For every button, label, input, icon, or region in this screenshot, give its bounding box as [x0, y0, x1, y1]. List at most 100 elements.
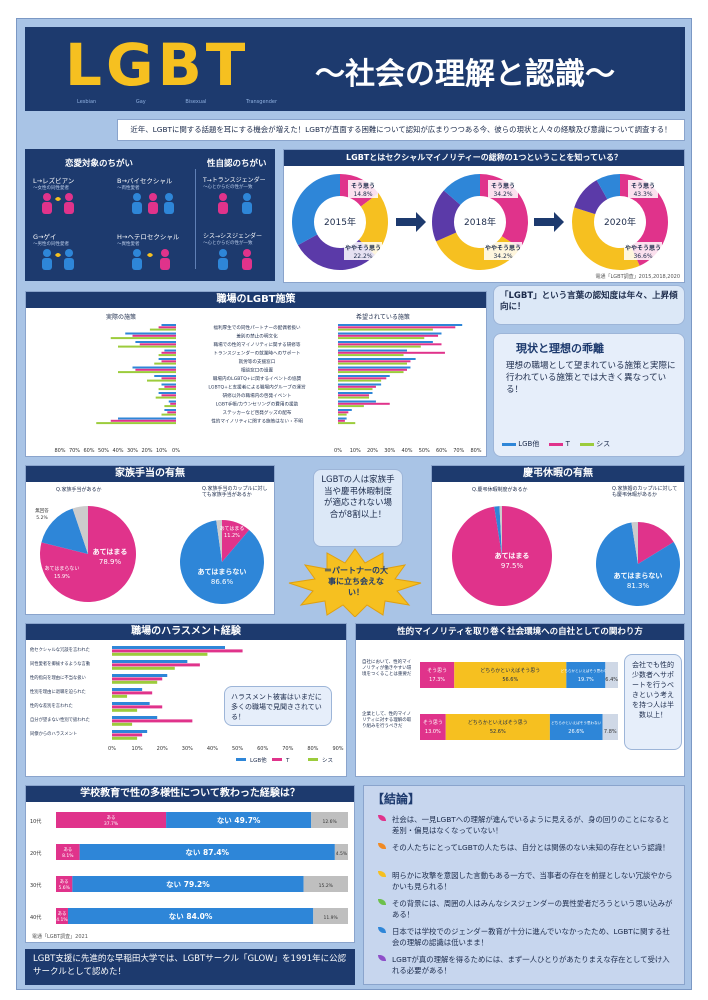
family-pie-label: あてはまる: [93, 547, 128, 556]
workplace-wish-bar: [338, 375, 390, 377]
workplace-right-label: 希望されている施策: [356, 314, 410, 321]
page-title: 〜社会の理解と認識〜: [315, 57, 615, 92]
workplace-actual-bar: [161, 383, 176, 386]
company-segment-label: そう思う: [423, 719, 443, 726]
harassment-axis-tick: 90%: [332, 746, 343, 752]
workplace-actual-bar: [118, 371, 176, 374]
glow-panel: LGBT支援に先進的な早稲田大学では、LGBTサークル「GLOW」を1991年に…: [25, 949, 355, 985]
center-bubble: LGBTの人は家族手当や慶弔休暇制度が適応されない場合が8割以上！: [313, 469, 403, 547]
company-segment-value: 17.3%: [429, 677, 445, 683]
company-segment-value: 56.6%: [502, 677, 518, 683]
donut-label: そう思う: [351, 182, 375, 190]
donut-label-bg: [628, 180, 658, 198]
starburst: [288, 548, 422, 617]
leaf-icon: [378, 927, 386, 933]
workplace-axis-tick: 80%: [54, 448, 65, 454]
education-yes-bar: [56, 844, 80, 860]
company-segment-value: 52.6%: [490, 729, 506, 735]
awareness-donuts: 2015年そう思う14.8%ややそう思う22.2%2018年そう思う34.2%や…: [292, 174, 668, 270]
family-pie2-slice: [216, 520, 222, 562]
harassment-bar: [112, 649, 243, 653]
donut-label-bg: [624, 242, 662, 260]
harassment-axis-tick: 70%: [282, 746, 293, 752]
education-unknown-bar: [313, 908, 348, 924]
harassment-axis-tick: 60%: [257, 746, 268, 752]
harassment-legend-swatch: [272, 758, 282, 761]
harassment-legend-label: シス: [322, 757, 333, 764]
intro-text: 近年、LGBTに関する話題を耳にする機会が増えた！LGBTが直面する困難について…: [130, 125, 672, 134]
education-panel: 学校教育で性の多様性について教わった経験は？ 10代 ある 37.7% ない 49.7…: [25, 785, 355, 943]
condolence-pie1-slice: [494, 506, 502, 556]
workplace-wish-bar: [338, 400, 376, 403]
donut-slice: [596, 174, 620, 200]
workplace-actual-bar: [161, 324, 176, 326]
harassment-bar: [112, 705, 163, 709]
gap-body: 理想の職場として望まれている施策と実際に行われている施策とでは大きく異なっている…: [506, 361, 676, 395]
workplace-chart: 福利厚生での同性パートナーの配偶者扱い差別の禁止の明文化職場での性的マイノリティ…: [54, 324, 482, 454]
workplace-wish-bar: [338, 337, 425, 340]
workplace-actual-bar: [158, 358, 176, 360]
education-age-label: 40代: [30, 914, 41, 921]
company-panel: 性的マイノリティを取り巻く社会環境への自社としての関わり方 自社において、性的マ…: [355, 623, 685, 777]
workplace-wish-bar: [338, 396, 370, 399]
workplace-item-label: 性的マイノリティに関する施策はない・不明: [211, 418, 303, 425]
education-yes-label: ある: [107, 815, 116, 821]
education-yes-bar: [56, 812, 167, 828]
workplace-wish-bar: [338, 326, 456, 329]
family-pie-label: 86.6%: [211, 578, 234, 586]
workplace-wish-bar: [338, 422, 356, 425]
harassment-bar: [112, 663, 200, 667]
workplace-wish-bar: [338, 379, 382, 382]
workplace-actual-bar: [161, 394, 176, 397]
donut-slice: [358, 193, 388, 255]
donut-slice: [572, 207, 640, 270]
harassment-bar: [112, 719, 193, 723]
education-yes-value: 8.1%: [62, 853, 74, 859]
donut-year-label: 2018年: [464, 216, 496, 228]
harassment-bar: [112, 716, 158, 719]
education-unknown-bar: [334, 844, 348, 860]
workplace-axis-tick: 30%: [384, 448, 395, 454]
workplace-wish-bar: [338, 419, 345, 422]
family-pie2-slice: [180, 520, 265, 604]
donut-value: 22.2%: [353, 253, 372, 260]
awareness-panel: LGBTとはセクシャルマイノリティーの総称の1つということを知っている？ 201…: [283, 149, 685, 283]
harassment-item-label: 同僚からのハラスメント: [30, 730, 77, 737]
workplace-axis-tick: 10%: [350, 448, 361, 454]
harassment-axis-tick: 30%: [182, 746, 193, 752]
company-bar-segment: [445, 714, 550, 740]
company-bar-segment: [602, 714, 618, 740]
awareness-callout: 「LGBT」という言葉の認知度は年々、上昇傾向に！: [493, 285, 685, 325]
condolence-q1: Q.慶弔休暇制度があるか: [472, 487, 528, 493]
family-pie-label: 5.2%: [36, 515, 48, 521]
def-gay: G→ゲイ 〜男性の同性愛者: [33, 233, 69, 247]
workplace-wish-bar: [338, 341, 433, 343]
workplace-wish-bar: [338, 409, 352, 411]
workplace-axis-tick: 30%: [127, 448, 138, 454]
education-age-label: 30代: [30, 882, 41, 889]
education-unknown-bar: [303, 876, 348, 892]
family-pie-label: 15.9%: [54, 574, 70, 580]
education-unknown-value: 12.6%: [322, 819, 337, 825]
education-no-bar: [79, 844, 335, 860]
harassment-legend-label: T: [285, 758, 290, 764]
workplace-wish-bar: [338, 366, 411, 369]
donut-slice: [292, 174, 340, 246]
workplace-wish-bar: [338, 354, 404, 357]
workplace-wish-bar: [338, 351, 445, 354]
workplace-actual-bar: [161, 360, 176, 363]
company-segment-value: 26.6%: [568, 729, 584, 735]
harassment-axis-tick: 10%: [132, 746, 143, 752]
harassment-axis-tick: 80%: [307, 746, 318, 752]
family-pie-label: あてはまらない: [198, 567, 247, 576]
workplace-title: 職場のLGBT施策: [26, 292, 486, 308]
workplace-wish-bar: [338, 377, 387, 380]
workplace-actual-bar: [135, 368, 176, 371]
harassment-bar: [112, 674, 168, 677]
conclusion-item-2: その人たちにとってLGBTの人たちは、自分とは関係のない未知の存在という認識！: [378, 842, 674, 853]
lesbian-icon: [42, 193, 74, 214]
workplace-actual-bar: [110, 419, 176, 422]
header: LGBT 〜社会の理解と認識〜 Lesbian Gay Bisexual Tra…: [25, 27, 685, 111]
education-no-bar: [67, 908, 314, 924]
workplace-actual-bar: [168, 400, 176, 403]
